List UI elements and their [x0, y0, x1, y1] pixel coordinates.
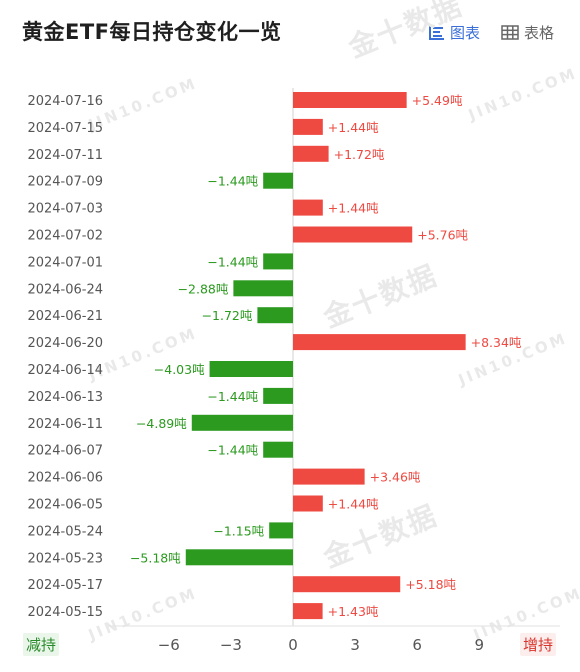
data-label: −5.18吨	[130, 550, 181, 565]
data-label: +3.46吨	[370, 470, 421, 485]
decrease-bar	[257, 307, 293, 324]
category-label: 2024-05-23	[27, 551, 103, 566]
chart-view-label: 图表	[450, 24, 481, 42]
decrease-bar	[233, 280, 293, 297]
data-label: −2.88吨	[178, 281, 229, 296]
category-label: 2024-06-24	[27, 282, 103, 297]
decrease-bar	[263, 387, 293, 404]
x-tick-label: 9	[475, 636, 485, 654]
data-label: −1.44吨	[207, 389, 258, 404]
category-label: 2024-07-02	[27, 229, 103, 244]
category-label: 2024-06-21	[27, 309, 103, 324]
decrease-legend-tag: 减持	[23, 633, 60, 656]
chart-view-icon	[429, 25, 444, 40]
category-label: 2024-05-24	[27, 524, 103, 539]
category-label: 2024-06-07	[27, 444, 103, 459]
x-tick-label: 6	[412, 636, 422, 654]
decrease-bar	[209, 361, 293, 377]
increase-bar	[293, 334, 466, 351]
category-label: 2024-07-03	[27, 202, 103, 217]
decrease-bar	[263, 172, 293, 189]
category-label: 2024-07-09	[27, 175, 103, 190]
increase-bar	[293, 145, 329, 162]
x-tick-label: 3	[350, 636, 360, 654]
category-label: 2024-07-15	[27, 121, 103, 136]
decrease-bar	[269, 522, 293, 539]
x-tick-label: 0	[288, 636, 298, 654]
data-label: +1.72吨	[334, 147, 385, 162]
data-label: −1.44吨	[207, 174, 258, 189]
decrease-bar	[185, 549, 293, 566]
table-view-icon	[501, 25, 519, 40]
category-label: 2024-06-14	[27, 363, 103, 378]
data-label: −1.44吨	[207, 254, 258, 269]
increase-bar	[293, 576, 401, 593]
increase-bar	[293, 226, 413, 243]
category-label: 2024-07-16	[27, 94, 103, 109]
increase-bar	[293, 199, 323, 216]
data-label: +1.44吨	[328, 497, 379, 512]
data-label: −1.15吨	[213, 523, 264, 538]
data-label: +5.18吨	[405, 577, 456, 592]
decrease-bar	[263, 253, 293, 270]
increase-legend-tag: 增持	[520, 633, 557, 656]
increase-bar	[293, 118, 323, 135]
increase-bar	[293, 495, 323, 512]
data-label: −4.03吨	[154, 362, 205, 377]
table-view-toggle[interactable]: 表格	[501, 22, 554, 43]
category-label: 2024-06-20	[27, 336, 103, 351]
data-label: −4.89吨	[136, 416, 187, 431]
x-tick-label: −6	[158, 636, 180, 654]
decrease-bar	[263, 441, 293, 458]
category-label: 2024-07-01	[27, 255, 103, 270]
table-view-label: 表格	[524, 24, 555, 42]
data-label: +1.44吨	[328, 201, 379, 216]
increase-bar	[293, 468, 365, 485]
decrease-bar	[191, 414, 293, 431]
category-label: 2024-06-06	[27, 471, 103, 486]
category-label: 2024-05-17	[27, 578, 103, 593]
data-label: +1.44吨	[328, 120, 379, 135]
page-title: 黄金ETF每日持仓变化一览	[22, 20, 282, 44]
category-label: 2024-06-13	[27, 390, 103, 405]
chart-view-toggle[interactable]: 图表	[428, 22, 480, 43]
data-label: +8.34吨	[471, 335, 522, 350]
data-label: −1.72吨	[202, 308, 253, 323]
category-label: 2024-05-15	[27, 605, 103, 620]
increase-bar	[293, 603, 323, 620]
increase-bar	[293, 92, 407, 108]
category-label: 2024-06-11	[27, 417, 103, 432]
data-label: +1.43吨	[328, 604, 379, 619]
header: 黄金ETF每日持仓变化一览 图表 表格	[0, 0, 580, 62]
data-label: −1.44吨	[207, 443, 258, 458]
x-tick-label: −3	[220, 636, 242, 654]
category-label: 2024-07-11	[27, 148, 103, 163]
category-label: 2024-06-05	[27, 498, 103, 513]
data-label: +5.49吨	[412, 93, 463, 108]
data-label: +5.76吨	[417, 228, 468, 243]
